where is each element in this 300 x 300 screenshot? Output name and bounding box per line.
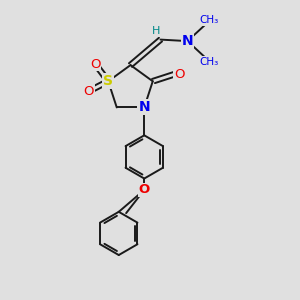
Text: N: N [182,34,193,48]
Text: S: S [103,74,113,88]
Text: N: N [138,100,150,114]
Text: O: O [174,68,185,81]
Text: O: O [90,58,101,70]
Text: H: H [152,26,160,36]
Text: O: O [84,85,94,98]
Text: CH₃: CH₃ [199,57,218,67]
Text: O: O [139,183,150,196]
Text: CH₃: CH₃ [199,15,218,25]
